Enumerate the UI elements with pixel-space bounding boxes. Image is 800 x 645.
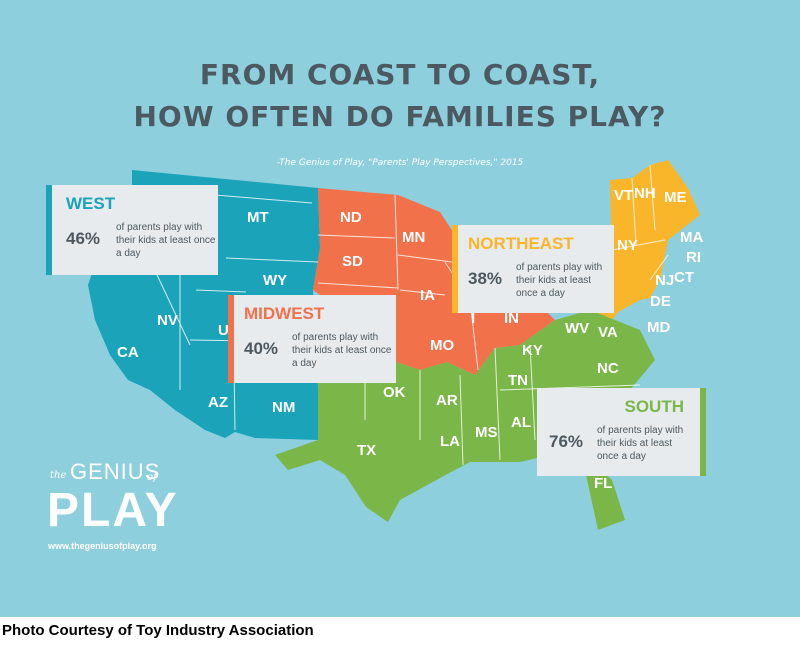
source-citation: -The Genius of Play, "Parents' Play Pers…	[276, 158, 524, 168]
callout-midwest: MIDWEST 40% of parents play with their k…	[228, 295, 396, 383]
title-line-2: HOW OFTEN DO FAMILIES PLAY?	[133, 100, 667, 133]
state-label-nj: NJ	[655, 272, 674, 289]
state-label-la: LA	[440, 433, 460, 450]
callout-west-title: WEST	[66, 194, 116, 213]
state-label-ky: KY	[522, 342, 543, 359]
state-label-wy: WY	[263, 272, 287, 289]
state-label-va: VA	[598, 324, 618, 341]
state-label-fl: FL	[594, 475, 612, 492]
state-label-mt: MT	[247, 209, 269, 226]
logo-genius-text: GENIUS	[70, 459, 161, 484]
state-label-nd: ND	[340, 209, 362, 226]
state-label-md: MD	[647, 319, 670, 336]
callout-west-percent: 46%	[66, 229, 101, 248]
photo-caption: Photo Courtesy of Toy Industry Associati…	[2, 622, 314, 639]
callout-south-description: of parents play with their kids at least…	[597, 425, 684, 462]
state-label-ar: AR	[436, 392, 458, 409]
state-label-mo: MO	[430, 337, 454, 354]
state-label-ma: MA	[680, 229, 703, 246]
state-label-nh: NH	[634, 185, 656, 202]
callout-south-title: SOUTH	[624, 397, 685, 416]
callout-northeast-title: NORTHEAST	[468, 234, 574, 253]
state-label-me: ME	[664, 189, 687, 206]
state-label-wv: WV	[565, 320, 589, 337]
logo-url: www.thegeniusofplay.org	[48, 541, 157, 551]
state-label-ct: CT	[674, 269, 694, 286]
callout-northeast-percent: 38%	[468, 269, 503, 288]
state-label-ms: MS	[475, 424, 498, 441]
state-label-in: IN	[504, 310, 519, 327]
state-label-nm: NM	[272, 399, 295, 416]
callout-northeast: NORTHEAST 38% of parents play with their…	[452, 225, 614, 313]
state-label-al: AL	[511, 414, 531, 431]
logo-play-text: PLAY	[47, 484, 179, 537]
state-label-de: DE	[650, 293, 671, 310]
infographic: FROM COAST TO COAST, HOW OFTEN DO FAMILI…	[0, 0, 800, 617]
state-label-az: AZ	[208, 394, 228, 411]
state-label-ca: CA	[117, 344, 139, 361]
callout-midwest-title: MIDWEST	[244, 304, 325, 323]
callout-midwest-percent: 40%	[244, 339, 279, 358]
state-label-tn: TN	[508, 372, 528, 389]
state-label-nv: NV	[157, 312, 178, 329]
logo-the-text: the	[50, 470, 67, 481]
state-label-ri: RI	[686, 249, 701, 266]
state-label-ny: NY	[617, 237, 638, 254]
state-label-il: I	[471, 310, 475, 327]
callout-midwest-description: of parents play with their kids at least…	[292, 332, 392, 369]
state-label-mn: MN	[402, 229, 425, 246]
callout-west: WEST 46% of parents play with their kids…	[46, 185, 218, 275]
callout-south: SOUTH 76% of parents play with their kid…	[537, 388, 706, 476]
state-label-tx: TX	[357, 442, 376, 459]
state-label-nc: NC	[597, 360, 619, 377]
logo-of-text: of	[147, 472, 157, 483]
title-line-1: FROM COAST TO COAST,	[199, 58, 601, 91]
callout-west-description: of parents play with their kids at least…	[116, 222, 216, 259]
callout-northeast-description: of parents play with their kids at least…	[516, 262, 603, 299]
callout-south-percent: 76%	[549, 432, 584, 451]
state-label-sd: SD	[342, 253, 363, 270]
state-label-ok: OK	[383, 384, 406, 401]
state-label-ia: IA	[420, 287, 435, 304]
state-label-ut: U	[218, 322, 229, 339]
state-label-vt: VT	[614, 187, 633, 204]
